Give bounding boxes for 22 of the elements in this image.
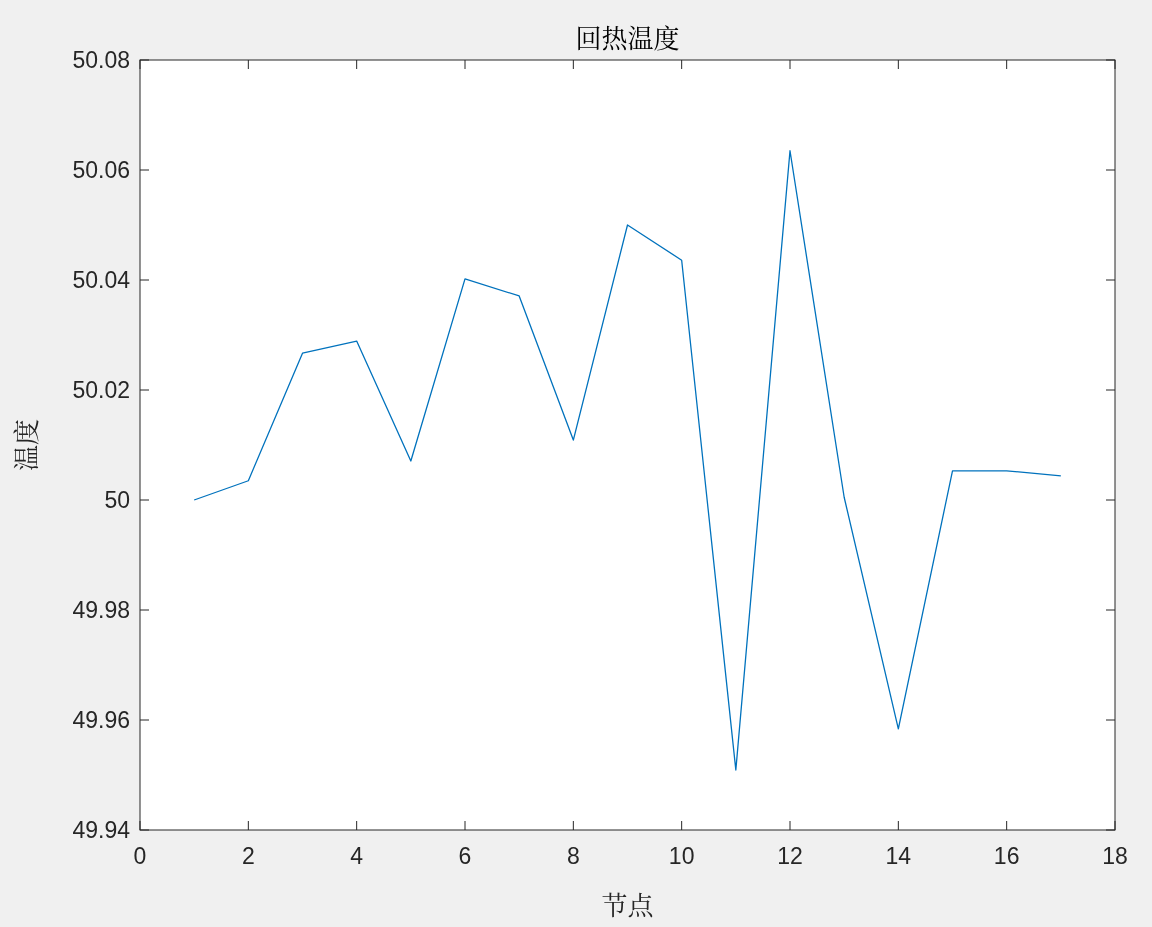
x-axis-title: 节点 <box>601 885 655 922</box>
x-tick-label: 8 <box>566 843 580 869</box>
x-tick-label: 2 <box>241 843 255 869</box>
x-tick-label: 16 <box>993 843 1020 869</box>
y-tick-label: 50.08 <box>72 47 130 73</box>
x-tick-label: 10 <box>668 843 695 869</box>
y-tick-label: 50.04 <box>72 267 131 293</box>
line-series <box>193 150 1062 771</box>
x-tick-label: 12 <box>777 843 803 869</box>
y-tick-label: 50 <box>104 487 130 513</box>
y-axis-title: 温度 <box>6 418 43 472</box>
x-tick-label: 4 <box>350 843 364 869</box>
y-tick-label: 50.02 <box>72 377 130 403</box>
y-tick-label: 49.96 <box>72 707 130 733</box>
x-tick-label: 18 <box>1102 843 1128 869</box>
x-tick-label: 6 <box>458 843 472 869</box>
x-tick-label: 0 <box>133 843 147 869</box>
y-tick-label: 49.98 <box>72 597 130 623</box>
y-tick-label: 49.94 <box>72 817 131 843</box>
y-tick-label: 50.06 <box>72 157 130 183</box>
x-tick-label: 14 <box>885 843 912 869</box>
chart-title: 回热温度 <box>575 18 680 55</box>
